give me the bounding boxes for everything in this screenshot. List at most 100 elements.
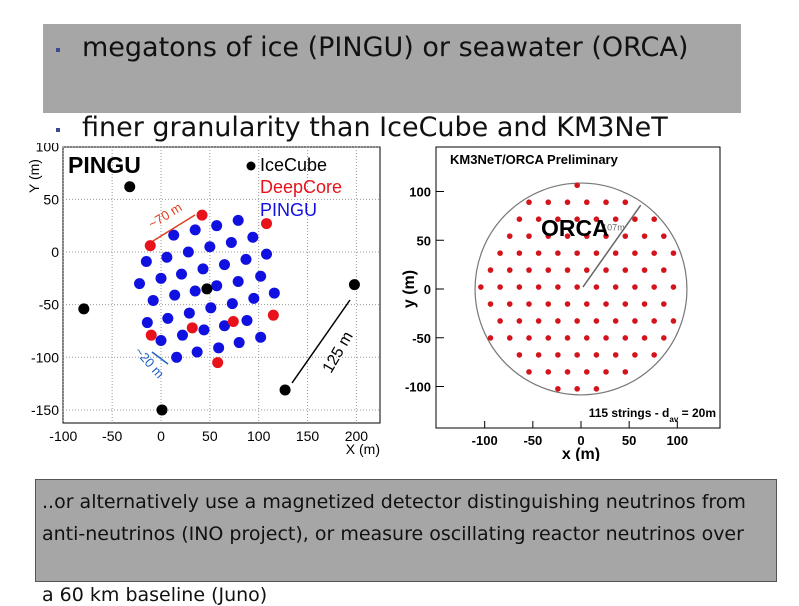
orca-string-point bbox=[545, 369, 552, 375]
orca-string-point bbox=[603, 335, 609, 341]
orca-string-point bbox=[622, 369, 629, 375]
orca-string-point bbox=[516, 216, 523, 222]
orca-string-point bbox=[661, 233, 667, 239]
orca-string-point bbox=[593, 352, 600, 358]
x-tick-label: -100 bbox=[472, 433, 498, 448]
orca-string-point bbox=[526, 369, 532, 375]
orca-string-point bbox=[545, 199, 552, 206]
pingu-layout-plot: -100 -50 0 50 100 150 200 100 50 0 -50 -100 -150 X (m… bbox=[0, 143, 400, 458]
orca-string-point bbox=[574, 386, 580, 392]
orca-string-point bbox=[583, 369, 590, 375]
orca-string-point bbox=[583, 199, 590, 206]
highlight-box-top bbox=[43, 24, 741, 113]
orca-string-point bbox=[516, 284, 523, 290]
pingu-string-point bbox=[176, 329, 188, 341]
y-tick-label: -100 bbox=[31, 349, 59, 365]
orca-string-point bbox=[535, 318, 542, 324]
orca-string-point bbox=[612, 250, 619, 256]
orca-string-point bbox=[545, 267, 552, 273]
orca-string-point bbox=[545, 301, 552, 307]
orca-string-point bbox=[526, 335, 532, 341]
pingu-string-point bbox=[191, 346, 203, 358]
pingu-string-point bbox=[240, 253, 252, 265]
orca-string-point bbox=[603, 233, 609, 239]
orca-string-point bbox=[535, 250, 542, 256]
orca-string-point bbox=[603, 369, 609, 375]
pingu-string-point bbox=[147, 294, 159, 306]
radius-arrow bbox=[582, 204, 642, 288]
radius-label: 107m bbox=[602, 223, 625, 233]
deepcore-string-point bbox=[196, 209, 208, 221]
orca-string-point bbox=[622, 335, 629, 341]
orca-string-point bbox=[603, 301, 609, 307]
orca-string-point bbox=[583, 301, 590, 307]
orca-string-point bbox=[641, 233, 648, 239]
orca-string-point bbox=[632, 216, 638, 222]
y-axis-label: y (m) bbox=[401, 270, 418, 308]
orca-string-point bbox=[670, 284, 677, 290]
y-tick-label: 50 bbox=[417, 233, 431, 248]
pingu-string-point bbox=[213, 342, 225, 354]
orca-string-point bbox=[632, 250, 638, 256]
icecube-string-point bbox=[201, 283, 213, 295]
y-tick-label: -50 bbox=[412, 331, 431, 346]
x-tick-label: -100 bbox=[49, 428, 77, 444]
pingu-string-point bbox=[134, 278, 146, 290]
y-tick-label: 50 bbox=[43, 191, 59, 207]
orca-string-point bbox=[622, 301, 629, 307]
pingu-string-point bbox=[155, 334, 167, 346]
orca-string-point bbox=[526, 301, 532, 307]
x-tick-label: 100 bbox=[247, 428, 271, 444]
orca-layout-plot: -100 -50 0 50 100 100 50 0 -50 -100 x (m) y (m) 107m… bbox=[400, 143, 730, 461]
distance-arrow bbox=[291, 299, 351, 384]
pingu-string-point bbox=[189, 224, 201, 236]
orca-string-point bbox=[506, 335, 513, 341]
orca-string-point bbox=[526, 267, 532, 273]
pingu-string-point bbox=[169, 289, 181, 301]
pingu-string-point bbox=[241, 314, 253, 326]
orca-string-point bbox=[506, 233, 513, 239]
orca-string-point bbox=[651, 352, 657, 358]
orca-string-point bbox=[526, 233, 532, 239]
pingu-string-point bbox=[232, 214, 244, 226]
distance-arrow bbox=[151, 351, 169, 365]
orca-string-point bbox=[603, 199, 609, 206]
orca-string-point bbox=[487, 267, 494, 273]
orca-string-point bbox=[516, 318, 523, 324]
orca-string-point bbox=[545, 233, 552, 239]
y-tick-label: -100 bbox=[405, 380, 431, 395]
deepcore-string-point bbox=[145, 329, 157, 341]
pingu-string-point bbox=[168, 229, 180, 241]
orca-string-point bbox=[661, 301, 667, 307]
orca-string-point bbox=[632, 318, 638, 324]
bullet-icon bbox=[56, 48, 60, 52]
pingu-string-point bbox=[171, 351, 183, 363]
note-box: ..or alternatively use a magnetized dete… bbox=[35, 479, 777, 582]
orca-string-point bbox=[670, 318, 677, 324]
pingu-string-point bbox=[182, 246, 194, 258]
icecube-string-point bbox=[124, 181, 136, 193]
x-tick-label: 50 bbox=[622, 433, 636, 448]
pingu-string-point bbox=[161, 251, 173, 263]
pingu-string-point bbox=[162, 312, 174, 324]
orca-string-point bbox=[555, 284, 561, 290]
pingu-string-point bbox=[261, 248, 273, 260]
bullet-text-2: finer granularity than IceCube and KM3Ne… bbox=[82, 112, 668, 143]
orca-string-point bbox=[661, 335, 667, 341]
legend-marker bbox=[246, 161, 256, 171]
note-text: ..or alternatively use a magnetized dete… bbox=[42, 491, 746, 545]
orca-string-point bbox=[670, 250, 677, 256]
y-tick-label: 0 bbox=[51, 244, 59, 260]
pingu-string-point bbox=[176, 268, 188, 280]
deepcore-string-point bbox=[267, 309, 279, 321]
detector-boundary bbox=[474, 182, 688, 396]
pingu-string-point bbox=[141, 317, 153, 329]
orca-string-point bbox=[555, 352, 561, 358]
y-tick-label: 100 bbox=[36, 143, 60, 155]
orca-string-point bbox=[535, 216, 542, 222]
orca-string-point bbox=[593, 318, 600, 324]
orca-string-point bbox=[583, 233, 590, 239]
pingu-string-point bbox=[268, 287, 280, 299]
pingu-string-point bbox=[233, 337, 245, 349]
orca-string-point bbox=[564, 369, 571, 375]
